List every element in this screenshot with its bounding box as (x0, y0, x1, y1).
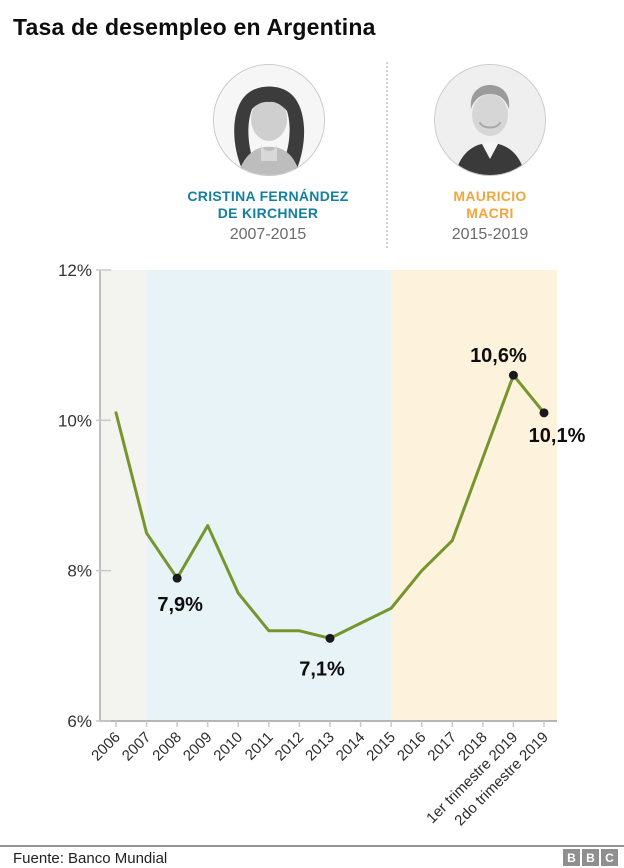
dotted-divider (386, 62, 388, 248)
bbc-logo-letter: B (582, 849, 599, 866)
x-tick-label: 2009 (180, 729, 216, 765)
x-tick-label: 2016 (394, 729, 430, 765)
y-tick-label: 12% (58, 261, 92, 280)
source-text: Fuente: Banco Mundial (13, 850, 168, 867)
data-point-dot (508, 370, 518, 380)
x-tick-label: 2010 (210, 729, 246, 765)
data-point-dot (539, 408, 549, 418)
bbc-logo-letter: B (563, 849, 580, 866)
x-tick-label: 2015 (363, 729, 399, 765)
data-point-dot (172, 573, 182, 583)
macri-name-line1: MAURICIO (453, 188, 527, 204)
x-tick-label: 2017 (424, 729, 460, 765)
era-band (391, 270, 557, 721)
era-band (146, 270, 392, 721)
kirchner-name-line1: CRISTINA FERNÁNDEZ (187, 188, 349, 204)
y-tick-label: 6% (67, 712, 92, 731)
data-point-label: 7,9% (157, 594, 203, 616)
bbc-logo: B B C (561, 849, 618, 866)
kirchner-portrait-illustration (214, 65, 324, 175)
x-tick-label: 2011 (242, 729, 277, 764)
data-point-label: 10,6% (470, 345, 527, 367)
macri-years: 2015-2019 (451, 226, 529, 243)
x-tick-label: 2013 (302, 729, 338, 765)
macri-name-line2: MACRI (466, 205, 514, 221)
macri-portrait-illustration (435, 65, 545, 175)
page-title: Tasa de desempleo en Argentina (13, 14, 376, 40)
x-tick-label: 2008 (149, 729, 185, 765)
x-tick-label: 2007 (119, 729, 155, 765)
x-tick-label: 2014 (333, 729, 369, 765)
data-point-label: 7,1% (299, 658, 345, 680)
kirchner-name: CRISTINA FERNÁNDEZ DE KIRCHNER (150, 188, 386, 222)
y-tick-label: 10% (58, 411, 92, 430)
bbc-logo-letter: C (601, 849, 618, 866)
data-point-label: 10,1% (529, 425, 586, 447)
x-tick-label: 2006 (88, 729, 124, 765)
macri-name: MAURICIO MACRI (400, 188, 580, 222)
era-band (100, 270, 147, 721)
x-tick-label: 2012 (272, 729, 308, 765)
unemployment-chart: 12%10%8%6%200620072008200920102011201220… (58, 261, 586, 829)
footer-divider (0, 845, 624, 847)
macri-photo (434, 64, 546, 176)
kirchner-name-line2: DE KIRCHNER (217, 205, 319, 221)
kirchner-years: 2007-2015 (229, 226, 307, 243)
y-tick-label: 8% (67, 562, 92, 581)
kirchner-photo (213, 64, 325, 176)
data-point-dot (325, 633, 335, 643)
